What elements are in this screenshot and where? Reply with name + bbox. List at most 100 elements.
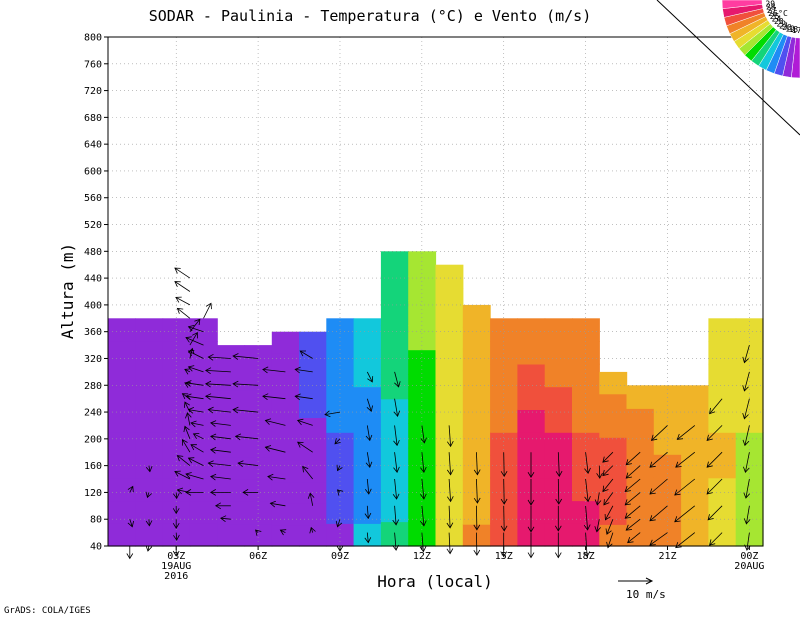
wind-vector [707,505,723,521]
wind-vector-head [393,466,400,473]
wind-vector-head [302,465,309,473]
temperature-cell [681,477,709,501]
temperature-cell [708,409,737,433]
wind-vector [188,366,204,373]
wind-vector-head [446,522,454,529]
temperature-cell [735,341,764,365]
temperature-cell [162,432,191,456]
wind-vector [421,478,425,500]
wind-vector-head [127,520,134,528]
wind-vector-head [264,445,272,452]
wind-vector [210,422,231,426]
temperature-cell [108,318,136,342]
temperature-cell [189,409,218,433]
wind-vector-head [210,489,217,496]
wind-vector-head [473,469,481,476]
temperature-cell [544,386,573,410]
temperature-cell [108,500,136,524]
wind-vector [337,465,341,471]
wind-vector-head [185,412,192,419]
wind-vector-head [336,464,343,472]
wind-vector [476,505,478,530]
wind-vector [706,478,723,495]
temperature-cell [708,341,737,365]
wind-vector [185,395,204,400]
wind-vector-head [743,492,750,499]
wind-vector [295,395,313,400]
colorbar-level-label: 25 [770,12,780,21]
y-tick-label: 600 [84,166,102,177]
wind-vector [177,455,191,466]
wind-vector [324,411,341,415]
temperature-cell [326,500,355,524]
wind-vector-head [596,472,603,479]
wind-vector-head [174,281,181,287]
wind-vector [190,422,204,426]
wind-vector-head [145,491,152,499]
wind-vector [174,267,191,279]
wind-vector-head [267,473,274,481]
wind-vector [709,532,723,546]
wind-vector-head [419,546,427,553]
wind-vector [598,465,601,479]
colorbar-level-label: 27 [767,6,777,15]
temperature-cell [735,363,764,388]
wind-vector [189,318,201,332]
temperature-cell [299,417,327,440]
temperature-cell [135,363,164,388]
wind-vector-head [194,318,201,326]
wind-vector-head [365,434,373,442]
temperature-cell [271,417,300,440]
temperature-cell [217,412,246,435]
wind-vector-head [706,461,713,468]
x-tick-label: 00Z [740,551,758,562]
wind-vector-head [709,407,716,415]
temperature-cell [271,438,300,461]
temperature-cell [599,371,628,395]
wind-vector-head [262,393,269,401]
wind-vector [746,505,750,524]
wind-vector [175,492,178,499]
wind-vector [208,356,231,359]
wind-vectors [126,267,751,560]
wind-vector-head [674,516,681,523]
temperature-cell [326,454,355,479]
wind-vector [627,532,641,543]
wind-vector-head [126,553,134,560]
temperature-cell [408,251,437,277]
wind-vector-head [554,525,562,532]
y-tick-label: 760 [84,59,102,70]
chart-title: SODAR - Paulinia - Temperatura (°C) e Ve… [149,7,592,25]
temperature-cell [544,341,573,365]
temperature-cell [353,386,382,410]
temperature-cell [490,341,518,365]
temperature-cell [462,370,491,394]
temperature-cell [244,367,273,391]
temperature-cell [135,318,164,342]
temperature-cell [108,409,136,433]
wind-vector [366,478,370,495]
wind-vector [585,532,588,557]
wind-vector-head [584,496,591,503]
wind-vector [745,452,750,473]
y-axis: 40 80 120 160 200 240 280 320 360 400 440 480 520 560… [84,33,108,553]
temperature-cell [162,409,191,433]
temperature-cell [572,341,600,365]
y-tick-label: 640 [84,140,102,151]
temperature-cell [271,353,300,376]
temperature-cell [462,326,491,350]
wind-vector-head [367,376,374,383]
temperature-cell [189,500,218,524]
wind-vector [624,505,641,519]
wind-vector [625,451,641,465]
wind-vector-head [262,366,269,374]
wind-vector-head [207,406,214,414]
temperature-cell [217,367,246,391]
wind-vector-head [446,469,454,476]
wind-vector [337,519,341,527]
temperature-cell [353,477,382,502]
wind-vector [649,505,668,522]
wind-vector [421,425,425,443]
